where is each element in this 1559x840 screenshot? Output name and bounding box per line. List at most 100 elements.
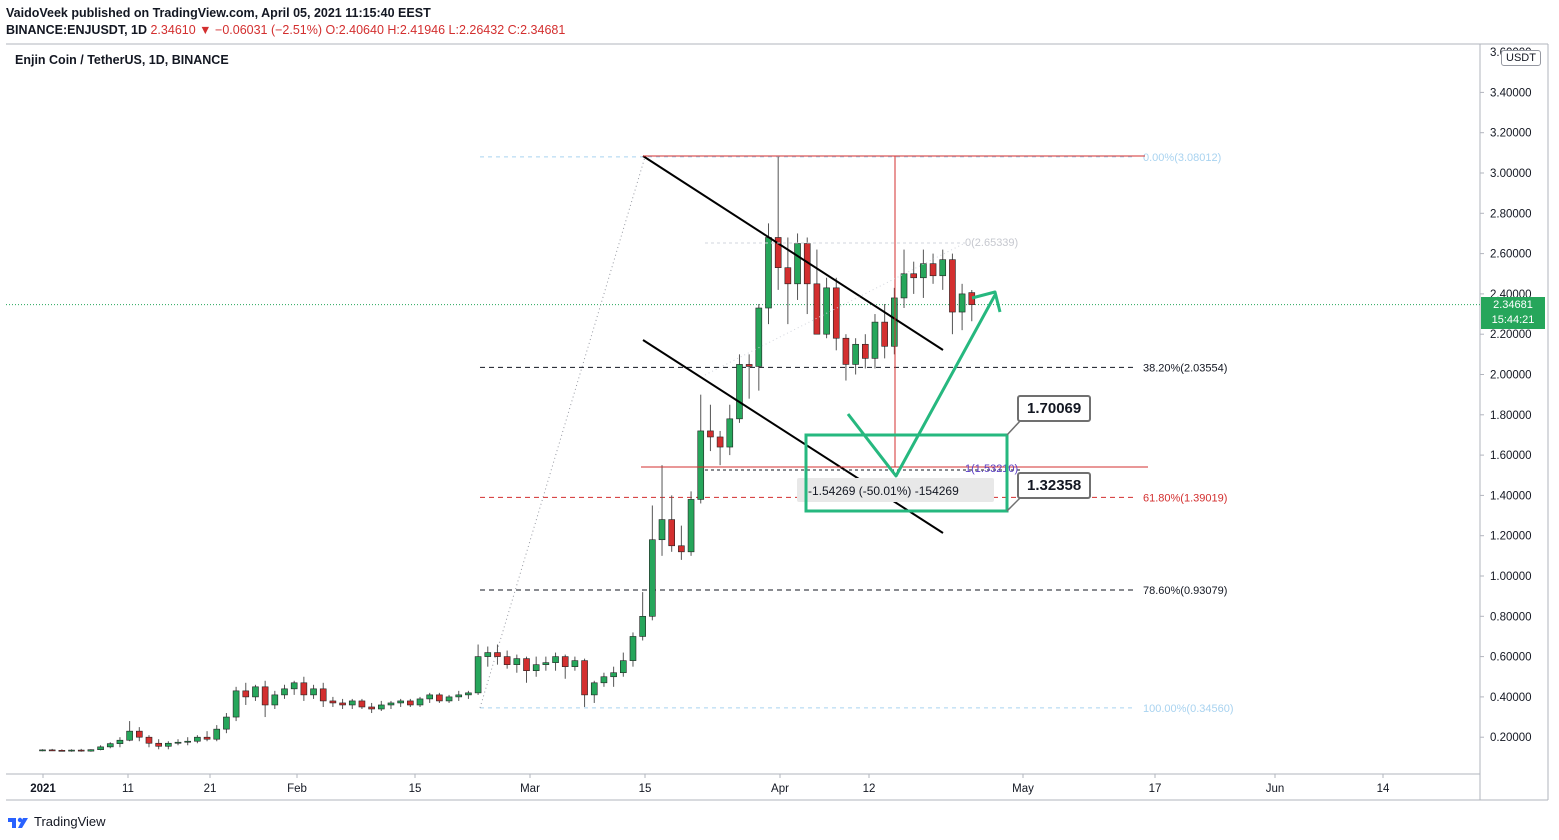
fib-level-label: 78.60%(0.93079) [1143,585,1227,597]
chart-title: Enjin Coin / TetherUS, 1D, BINANCE [15,53,229,67]
fib-ext-zero-label: 0(2.65339) [965,237,1018,249]
tradingview-logo-icon [8,817,28,828]
candle-up [619,660,627,674]
candle-down [716,436,724,448]
fib-retracement: 0.00%(3.08012) 38.20%(2.03554) 61.80%(1.39… [479,152,1234,715]
candle-up [736,364,743,420]
x-tick-label: 12 [863,783,876,795]
candle-up [794,243,801,285]
fib-level-label: 38.20%(2.03554) [1143,362,1227,374]
candle-up [232,690,240,718]
axes: 0.20000 0.40000 0.60000 0.80000 1.00000 1.200… [30,47,1531,795]
candle-up [106,743,114,748]
candle-down [48,749,56,752]
y-tick-label: 0.60000 [1490,652,1532,664]
candle-up [823,287,830,335]
candle-up [542,662,550,665]
candle-down [678,545,685,553]
candle-down [407,700,414,706]
candle-up [629,636,637,661]
candle-up [755,307,763,367]
candle-up [445,696,453,702]
candle-up [68,749,75,752]
candle-up [610,672,617,678]
candle-up [852,343,859,365]
candle-up [87,749,95,752]
candle-up [958,293,966,313]
candle-up [571,660,579,667]
candle-down [136,730,143,738]
candle-up [900,273,908,299]
candle-up [174,741,182,744]
x-tick-label: Apr [771,783,789,795]
tag-lower-pointer [1006,496,1022,512]
target-zone-box [804,433,1009,513]
candle-down [261,686,269,706]
x-tick-label: Feb [287,783,307,795]
last-price: 2.34610 [150,23,196,37]
target-lower-label: 1.32358 [1017,472,1092,499]
candle-down [949,259,956,313]
candle-up [658,519,666,541]
candle-down [77,749,85,752]
last-price-value: 2.34681 [1493,299,1533,311]
arrow-head-icon [971,290,1002,313]
candle-up [871,321,879,359]
y-tick-label: 2.60000 [1490,249,1532,261]
y-tick-label: 3.40000 [1490,87,1532,99]
x-tick-label: 2021 [30,783,56,795]
candle-down [784,267,792,285]
candle-up [465,692,472,696]
candle-down [813,283,821,335]
x-tick-label: 15 [409,783,422,795]
candle-up [416,698,424,706]
candle-up [194,736,201,742]
fib-level-label: 61.80%(1.39019) [1143,492,1227,504]
candle-up [165,742,172,747]
candle-up [116,739,124,744]
candle-up [687,499,695,553]
fib-level-label: 0.00%(3.08012) [1143,152,1221,164]
y-tick-label: 1.60000 [1490,450,1532,462]
tag-upper-pointer [1006,419,1022,436]
measure-label: -1.54269 (-50.01%) -154269 [808,484,959,498]
candle-up [377,704,385,710]
candle-up [891,297,898,347]
currency-badge[interactable]: USDT [1501,50,1541,66]
candle-up [697,430,705,500]
measure-label-bg [797,478,994,502]
x-tick-label: Jun [1266,783,1285,795]
candle-down [929,263,937,277]
projected-path-arrow [846,294,997,478]
candle-down [319,688,327,702]
candle-down [436,694,443,702]
candle-up [97,746,104,750]
candle-up [484,652,492,657]
y-tick-label: 2.00000 [1490,370,1532,382]
fib-level-label: 100.00%(0.34560) [1143,703,1234,715]
candle-up [939,259,947,277]
candle-down [339,702,346,706]
bar-countdown: 15:44:21 [1491,314,1535,326]
y-tick-label: 0.40000 [1490,692,1532,704]
candle-down [581,660,588,696]
candle-down [203,736,211,740]
channel-upper-line [642,155,944,351]
candle-up [513,658,521,665]
candle-up [39,749,46,752]
y-tick-label: 2.20000 [1490,329,1532,341]
candle-down [242,690,250,698]
candle-up [397,700,404,704]
candle-up [552,656,559,663]
candle-up [639,615,646,637]
candles [39,156,976,752]
candle-down [494,652,501,657]
candle-up [765,237,772,309]
candle-up [213,728,221,740]
candle-up [532,664,540,672]
candle-up [726,418,734,448]
y-tick-label: 1.80000 [1490,410,1532,422]
symbol-label: BINANCE:ENJUSDT, 1D [6,23,147,37]
y-tick-label: 1.40000 [1490,490,1532,502]
